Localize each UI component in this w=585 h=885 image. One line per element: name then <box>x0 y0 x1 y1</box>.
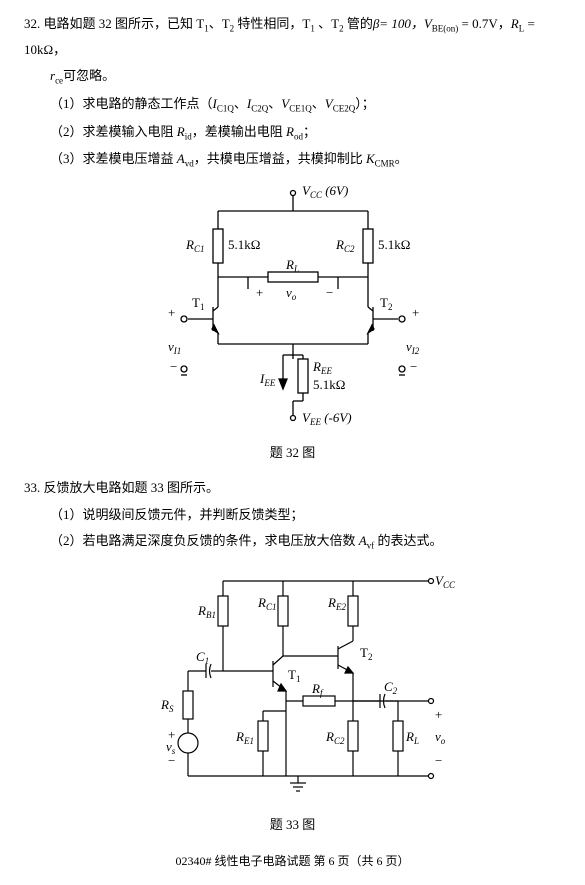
vcc: VCC <box>435 573 456 590</box>
txt: （2）若电路满足深度负反馈的条件，求电压放大倍数 <box>50 533 359 548</box>
circuit-33: VCC RB1 RC1 RE2 T2 T1 C1 RS + vs − Rf RE… <box>128 561 458 811</box>
sym: A <box>359 533 367 548</box>
ree-val: 5.1kΩ <box>313 377 345 392</box>
iee-label: IEE <box>259 371 276 388</box>
txt: ； <box>303 124 316 139</box>
re2: RE2 <box>327 595 346 612</box>
rb1: RB1 <box>197 603 216 620</box>
q32-line2: rce可忽略。 <box>24 64 561 90</box>
vbe: V <box>424 16 432 31</box>
vo: vo <box>435 729 446 746</box>
txt: 的表达式。 <box>374 533 442 548</box>
q33-stem: 33. 反馈放大电路如题 33 图所示。 <box>24 476 561 501</box>
q33-number: 33. <box>24 480 40 495</box>
rce-sub: ce <box>55 76 63 86</box>
rc1-val: 5.1kΩ <box>228 237 260 252</box>
txt: 、T <box>315 16 339 31</box>
txt: 特性相同，T <box>234 16 310 31</box>
svg-text:−: − <box>168 753 175 768</box>
q32-stem: 32. 电路如题 32 图所示，已知 T1、T2 特性相同，T1 、T2 管的β… <box>24 12 561 62</box>
sub: C1Q <box>217 104 234 114</box>
vbe-sub: BE(on) <box>432 24 459 34</box>
c1: C1 <box>196 649 209 666</box>
txt: 、 <box>234 96 247 111</box>
svg-text:−: − <box>410 359 417 374</box>
rl: R <box>511 16 519 31</box>
rc2-label: RC2 <box>335 237 355 254</box>
sub: od <box>294 131 303 141</box>
q32-sub2: （2）求差模输入电阻 Rid，差模输出电阻 Rod； <box>24 120 561 146</box>
svg-text:+: + <box>256 285 263 300</box>
vee-label: VEE (-6V) <box>302 410 352 427</box>
sub: CE2Q <box>333 104 356 114</box>
txt: 、 <box>268 96 281 111</box>
vi2-label: vI2 <box>406 339 420 356</box>
c2: C2 <box>384 679 398 696</box>
svg-text:−: − <box>435 753 442 768</box>
svg-text:+: + <box>168 305 175 320</box>
txt: （1）求电路的静态工作点（ <box>50 96 213 111</box>
rc2: RC2 <box>325 729 345 746</box>
rf: Rf <box>311 681 324 698</box>
sym: A <box>177 151 185 166</box>
svg-text:+: + <box>435 707 442 722</box>
sub: C2Q <box>251 104 268 114</box>
vcc-label: VCC (6V) <box>302 183 348 200</box>
beta: β= 100， <box>373 16 424 31</box>
txt: 。 <box>395 151 408 166</box>
sub: vd <box>185 159 194 169</box>
t1: T1 <box>288 667 300 684</box>
q32-sub1: （1）求电路的静态工作点（IC1Q、IC2Q、VCE1Q、VCE2Q）； <box>24 92 561 118</box>
rc1: RC1 <box>257 595 276 612</box>
sub: CMR <box>375 159 395 169</box>
sub: CE1Q <box>289 104 312 114</box>
t1-label: T1 <box>192 295 204 312</box>
vbe-val: = 0.7V， <box>458 16 510 31</box>
sym: R <box>177 124 185 139</box>
t2: T2 <box>360 645 372 662</box>
svg-text:−: − <box>326 285 333 300</box>
re1: RE1 <box>235 729 254 746</box>
txt: 反馈放大电路如题 33 图所示。 <box>44 480 220 495</box>
vi1-label: vI1 <box>168 339 181 356</box>
rl: RL <box>405 729 419 746</box>
svg-text:+: + <box>412 305 419 320</box>
ree-label: REE <box>312 359 332 376</box>
txt: （3）求差模电压增益 <box>50 151 177 166</box>
svg-text:−: − <box>170 359 177 374</box>
q32-sub3: （3）求差模电压增益 Avd，共模电压增益，共模抑制比 KCMR。 <box>24 147 561 173</box>
q32-figure: VCC (6V) RC1 5.1kΩ RC2 5.1kΩ RL + vo − T… <box>24 179 561 466</box>
rc2-val: 5.1kΩ <box>378 237 410 252</box>
rc1-label: RC1 <box>185 237 204 254</box>
rs: RS <box>160 697 174 714</box>
sym: R <box>286 124 294 139</box>
q32-number: 32. <box>24 16 40 31</box>
t2-label: T2 <box>380 295 392 312</box>
sym: V <box>325 96 333 111</box>
sym: K <box>366 151 375 166</box>
page-footer: 02340# 线性电子电路试题 第 6 页（共 6 页） <box>24 850 561 873</box>
q33-caption: 题 33 图 <box>24 813 561 838</box>
txt: 电路如题 32 图所示，已知 T <box>44 16 205 31</box>
txt: ，共模电压增益，共模抑制比 <box>194 151 366 166</box>
txt: 、T <box>209 16 230 31</box>
txt: 、 <box>312 96 325 111</box>
txt: ）； <box>355 96 375 111</box>
txt: （2）求差模输入电阻 <box>50 124 177 139</box>
circuit-32: VCC (6V) RC1 5.1kΩ RC2 5.1kΩ RL + vo − T… <box>148 179 438 439</box>
txt: ，差模输出电阻 <box>192 124 286 139</box>
q32-caption: 题 32 图 <box>24 441 561 466</box>
q33-sub2: （2）若电路满足深度负反馈的条件，求电压放大倍数 Avf 的表达式。 <box>24 529 561 555</box>
txt: 管的 <box>344 16 373 31</box>
txt: 可忽略。 <box>63 68 115 83</box>
rl-label: RL <box>285 257 299 274</box>
vo-label: vo <box>286 285 297 302</box>
sub: id <box>185 131 192 141</box>
q33-figure: VCC RB1 RC1 RE2 T2 T1 C1 RS + vs − Rf RE… <box>24 561 561 838</box>
q33-sub1: （1）说明级间反馈元件，并判断反馈类型； <box>24 503 561 528</box>
